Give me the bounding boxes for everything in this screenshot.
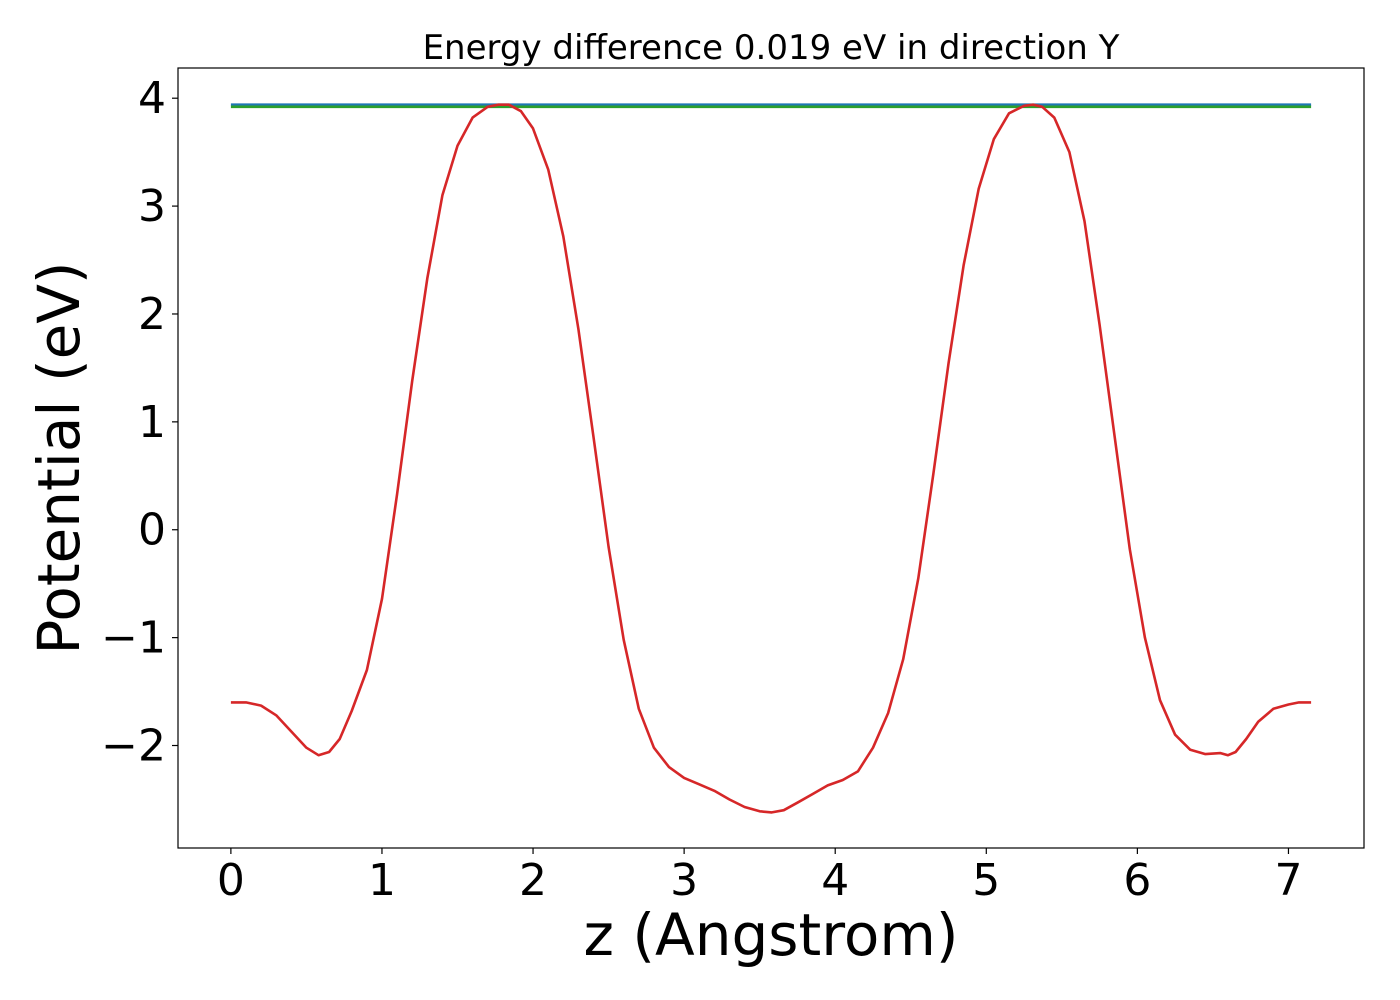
x-tick-label: 6 <box>1123 855 1151 906</box>
x-tick-label: 0 <box>217 855 245 906</box>
x-tick-label: 5 <box>972 855 1000 906</box>
x-tick-label: 4 <box>821 855 849 906</box>
series-line-2 <box>230 103 1312 814</box>
x-axis: 0 1 2 3 4 5 6 7 <box>217 848 1302 906</box>
y-tick-label: 1 <box>138 397 166 448</box>
x-tick-label: 7 <box>1274 855 1302 906</box>
y-tick-label: −2 <box>101 721 166 772</box>
y-axis: 4 3 2 1 0 −1 −2 <box>101 73 178 772</box>
y-tick-label: −1 <box>101 613 166 664</box>
y-tick-label: 0 <box>138 505 166 556</box>
y-tick-label: 3 <box>138 181 166 232</box>
chart-title: Energy difference 0.019 eV in direction … <box>423 28 1120 68</box>
y-axis-label: Potential (eV) <box>25 261 93 654</box>
x-axis-label: z (Angstrom) <box>584 901 959 969</box>
x-tick-label: 3 <box>670 855 698 906</box>
axes-frame <box>177 67 1365 849</box>
plot-area <box>178 68 1364 848</box>
y-tick-label: 2 <box>138 289 166 340</box>
series-layer <box>230 103 1312 814</box>
x-tick-label: 2 <box>519 855 547 906</box>
x-tick-label: 1 <box>368 855 396 906</box>
y-tick-label: 4 <box>138 73 166 124</box>
